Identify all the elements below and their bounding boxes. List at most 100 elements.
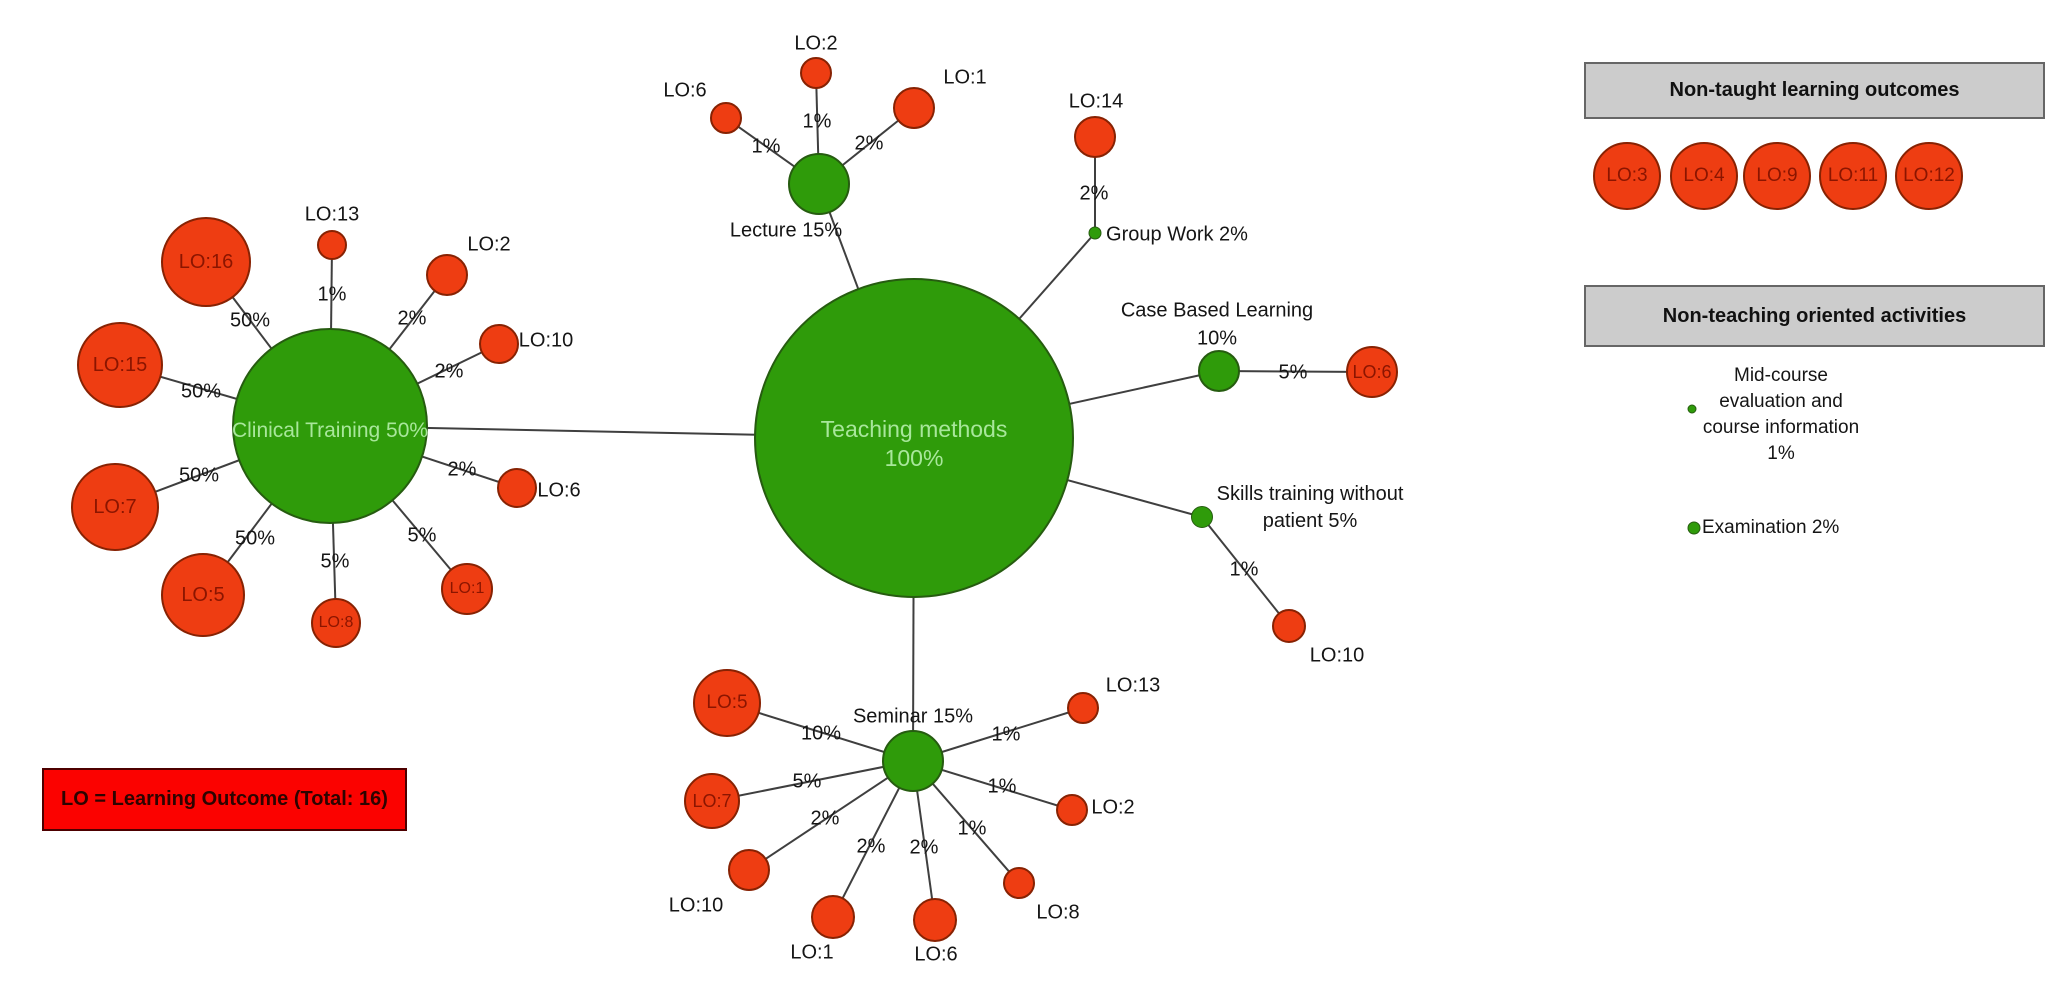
midcourse-line2: evaluation and bbox=[1719, 391, 1843, 412]
node-lo6-clinical bbox=[497, 468, 537, 508]
non-teaching-header: Non-teaching oriented activities bbox=[1584, 285, 2045, 347]
teaching-methods-name: Teaching methods bbox=[820, 416, 1008, 442]
lo6-lecture-label: LO:6 bbox=[663, 79, 707, 102]
node-lo2-clinical bbox=[426, 254, 468, 296]
node-lo6-seminar bbox=[913, 898, 957, 942]
node-lo14-groupwork bbox=[1074, 116, 1116, 158]
node-lo12-nontaught: LO:12 bbox=[1895, 142, 1963, 210]
node-teaching-methods bbox=[754, 278, 1074, 598]
lo6-seminar-label: LO:6 bbox=[914, 943, 958, 966]
lo7-seminar-label: LO:7 bbox=[692, 790, 732, 811]
lo5-seminar-label: LO:5 bbox=[706, 692, 748, 713]
edge-pct-lo2-seminar: 1% bbox=[987, 775, 1017, 798]
edge-pct-lo13: 1% bbox=[317, 283, 347, 306]
edge-pct-lo7-seminar: 5% bbox=[792, 770, 822, 793]
node-lo5-seminar: LO:5 bbox=[693, 669, 761, 737]
edge-pct-lo13-seminar: 1% bbox=[991, 723, 1021, 746]
node-group-work bbox=[1088, 226, 1102, 240]
case-based-label: Case Based Learning bbox=[1120, 299, 1314, 322]
lo5-label: LO:5 bbox=[181, 583, 225, 606]
node-lo11-nontaught: LO:11 bbox=[1819, 142, 1887, 210]
clinical-training-label: Clinical Training 50% bbox=[231, 419, 429, 442]
edge bbox=[748, 760, 914, 871]
lo10-seminar-label: LO:10 bbox=[668, 894, 724, 917]
edge-pct-lo5: 50% bbox=[234, 527, 276, 550]
edge-pct-lo6: 2% bbox=[447, 458, 477, 481]
node-lo1-seminar bbox=[811, 895, 855, 939]
lo2-seminar-label: LO:2 bbox=[1091, 796, 1135, 819]
skills-training-line1: Skills training without bbox=[1216, 483, 1404, 505]
edge-pct-lo8: 5% bbox=[320, 550, 350, 573]
node-lo13-seminar bbox=[1067, 692, 1099, 724]
node-case-based-learning bbox=[1198, 350, 1240, 392]
edge-pct-lo1: 5% bbox=[407, 524, 437, 547]
edge-pct-lo5-seminar: 10% bbox=[800, 722, 842, 745]
node-lo16-clinical: LO:16 bbox=[161, 217, 251, 307]
node-examination-dot bbox=[1687, 521, 1701, 535]
node-lo10-seminar bbox=[728, 849, 770, 891]
lo2-lecture-label: LO:2 bbox=[794, 32, 838, 55]
lo9-label: LO:9 bbox=[1756, 165, 1798, 186]
lo12-label: LO:12 bbox=[1903, 165, 1955, 186]
edge-pct-lo2: 2% bbox=[397, 307, 427, 330]
node-midcourse-dot bbox=[1687, 404, 1697, 414]
edge-pct-lo16: 50% bbox=[229, 309, 271, 332]
lo2-label: LO:2 bbox=[467, 233, 511, 256]
node-seminar bbox=[882, 730, 944, 792]
lo3-label: LO:3 bbox=[1606, 165, 1648, 186]
lo10-label: LO:10 bbox=[518, 329, 574, 352]
node-lo1-clinical: LO:1 bbox=[441, 563, 493, 615]
edge bbox=[1201, 516, 1290, 627]
lo1-lecture-label: LO:1 bbox=[943, 66, 987, 89]
skills-training-label: Skills training without patient 5% bbox=[1217, 481, 1404, 535]
node-skills-training bbox=[1191, 506, 1213, 528]
node-lo15-clinical: LO:15 bbox=[77, 322, 163, 408]
lo7-label: LO:7 bbox=[93, 495, 137, 518]
edge-pct-lo1-seminar: 2% bbox=[856, 835, 886, 858]
non-taught-header: Non-taught learning outcomes bbox=[1584, 62, 2045, 119]
node-lo10-clinical bbox=[479, 324, 519, 364]
lecture-label: Lecture 15% bbox=[729, 219, 843, 242]
lo10-skills-label: LO:10 bbox=[1309, 644, 1365, 667]
lo16-label: LO:16 bbox=[178, 250, 234, 273]
midcourse-line1: Mid-course bbox=[1734, 365, 1828, 386]
edge-pct-lo8-seminar: 1% bbox=[957, 817, 987, 840]
node-lo9-nontaught: LO:9 bbox=[1743, 142, 1811, 210]
node-clinical-training bbox=[232, 328, 428, 524]
node-lecture bbox=[788, 153, 850, 215]
node-lo13-clinical bbox=[317, 230, 347, 260]
legend-box-label: LO = Learning Outcome (Total: 16) bbox=[61, 788, 388, 810]
node-lo4-nontaught: LO:4 bbox=[1670, 142, 1738, 210]
group-work-label: Group Work 2% bbox=[1106, 223, 1248, 246]
lo14-label: LO:14 bbox=[1068, 90, 1124, 113]
edge-pct-lo6-lecture: 1% bbox=[751, 135, 781, 158]
non-teaching-title: Non-teaching oriented activities bbox=[1662, 304, 1967, 327]
lo6-casebased-label: LO:6 bbox=[1352, 361, 1392, 382]
edge-pct-lo10-seminar: 2% bbox=[810, 807, 840, 830]
midcourse-line4: 1% bbox=[1767, 443, 1795, 464]
teaching-methods-pct: 100% bbox=[884, 445, 944, 471]
legend-box: LO = Learning Outcome (Total: 16) bbox=[42, 768, 407, 831]
node-lo2-lecture bbox=[800, 57, 832, 89]
lo13-label: LO:13 bbox=[304, 203, 360, 226]
edge-pct-lo1-lecture: 2% bbox=[854, 132, 884, 155]
examination-label: Examination 2% bbox=[1702, 517, 1840, 538]
seminar-label: Seminar 15% bbox=[852, 705, 974, 728]
edge-pct-lo7: 50% bbox=[178, 464, 220, 487]
node-lo8-seminar bbox=[1003, 867, 1035, 899]
edge-pct-lo15: 50% bbox=[180, 380, 222, 403]
node-lo8-clinical: LO:8 bbox=[311, 598, 361, 648]
skills-training-line2: patient 5% bbox=[1262, 510, 1358, 532]
node-lo10-skills bbox=[1272, 609, 1306, 643]
node-lo7-seminar: LO:7 bbox=[684, 773, 740, 829]
edge-pct-lo2-lecture: 1% bbox=[802, 110, 832, 133]
lo13-seminar-label: LO:13 bbox=[1105, 674, 1161, 697]
lo11-label: LO:11 bbox=[1827, 165, 1879, 186]
edge-pct-lo10-skills: 1% bbox=[1229, 558, 1259, 581]
lo15-label: LO:15 bbox=[92, 353, 148, 376]
lo8-label: LO:8 bbox=[318, 614, 354, 631]
teaching-methods-label: Teaching methods 100% bbox=[821, 415, 1008, 473]
edge-pct-lo10: 2% bbox=[434, 360, 464, 383]
edge-pct-lo6-casebased: 5% bbox=[1278, 361, 1308, 384]
